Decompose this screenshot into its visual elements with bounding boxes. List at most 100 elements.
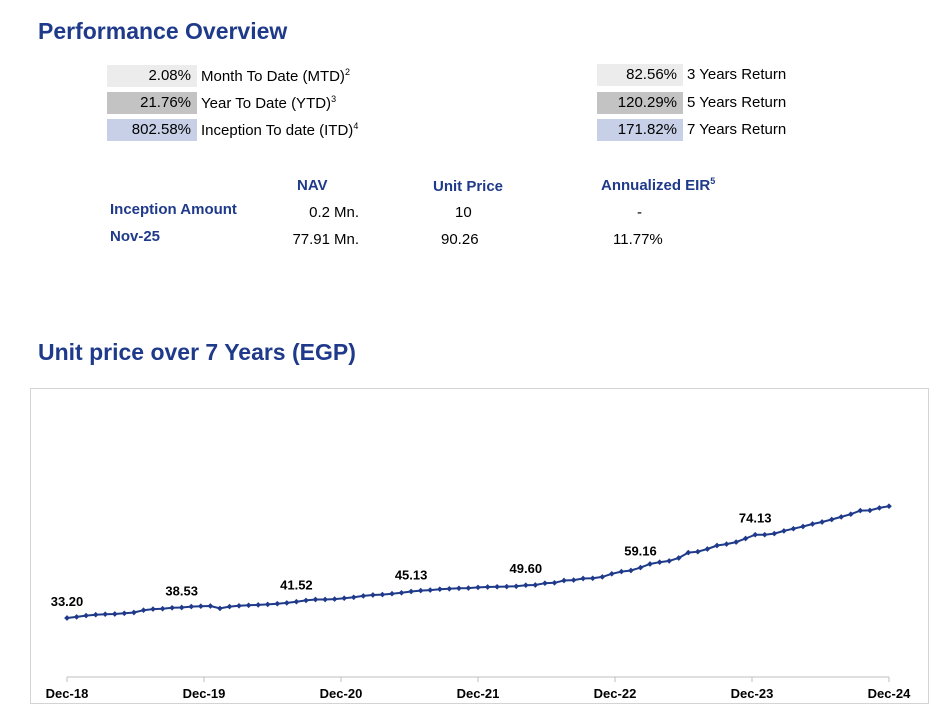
data-point-8 [140,607,147,614]
unit-price-chart-svg: Dec-18 Dec-19 Dec-20 Dec-21 Dec-22 Dec-23 Dec-… [46,503,911,701]
metric-mtd-label: Month To Date (MTD) [201,68,345,85]
metric-7y-label: 7 Years Return [687,121,787,138]
data-point-26 [312,596,319,603]
data-point-40 [446,585,453,592]
data-point-22 [274,600,281,607]
data-point-83 [857,507,864,514]
data-point-85 [876,505,883,511]
row-inception-nav: 0.2 [309,204,330,221]
data-point-84 [867,507,873,514]
data-point-29 [341,595,348,602]
metric-5y-value: 120.29% [597,92,683,114]
header-eir: Annualized EIR5 [601,176,715,194]
row-nov25-price: 90.26 [441,231,479,248]
x-tick-label-1: Dec-19 [183,686,226,701]
data-point-71 [742,535,749,542]
data-point-23 [283,600,290,606]
row-inception-eir: - [637,204,642,221]
metric-ytd-label: Year To Date (YTD) [201,95,332,112]
data-point-46 [503,583,510,590]
data-point-2 [83,612,89,619]
data-label-0: 33.20 [51,594,84,609]
data-point-37 [417,587,424,594]
data-point-48 [522,582,529,589]
metric-mtd-value: 2.08% [107,65,197,87]
data-labels: 33.20 38.53 41.52 45.13 49.60 59.16 74.13 [51,511,772,609]
data-point-16 [217,605,223,612]
metric-ytd-value: 21.76% [107,92,197,114]
data-point-15 [207,603,214,609]
data-point-9 [150,606,156,612]
data-point-80 [828,516,835,523]
data-point-64 [675,555,682,561]
metric-itd-value: 802.58% [107,119,197,141]
data-point-1 [73,614,80,620]
data-point-12 [178,604,185,611]
x-tick-label-4: Dec-22 [594,686,637,701]
unit-price-chart: Dec-18 Dec-19 Dec-20 Dec-21 Dec-22 Dec-23 Dec-… [30,388,929,704]
data-point-65 [685,549,692,556]
data-point-70 [733,539,739,545]
data-point-82 [847,511,854,518]
data-point-59 [628,567,634,574]
data-point-6 [121,610,128,617]
data-point-81 [838,514,845,520]
data-point-31 [360,593,367,599]
data-point-41 [456,585,462,592]
data-point-35 [398,589,405,596]
data-point-19 [245,602,252,609]
data-point-75 [781,528,787,534]
data-point-33 [379,591,386,598]
data-label-1: 38.53 [165,584,198,599]
data-point-73 [761,531,768,538]
data-point-45 [494,583,500,590]
data-point-36 [408,588,414,595]
data-point-7 [131,609,137,616]
data-point-5 [111,611,118,617]
x-tick-label-3: Dec-21 [457,686,500,701]
chart-title: Unit price over 7 Years (EGP) [38,339,356,365]
row-inception-price: 10 [455,204,472,221]
data-point-4 [102,611,109,618]
metric-7y-value: 171.82% [597,119,683,141]
x-tick-label-5: Dec-23 [731,686,774,701]
data-point-18 [236,602,242,609]
x-tick-label-0: Dec-18 [46,686,89,701]
data-point-3 [92,611,99,618]
metric-3y-label: 3 Years Return [687,66,787,83]
header-unit-price: Unit Price [433,178,504,195]
data-point-60 [637,564,644,571]
data-point-14 [197,603,204,610]
data-point-32 [370,592,376,598]
x-axis-ticks: Dec-18 Dec-19 Dec-20 Dec-21 Dec-22 Dec-23 Dec-… [46,677,911,701]
data-point-39 [436,586,443,593]
data-point-10 [159,605,166,612]
data-point-13 [188,603,195,610]
data-point-44 [484,584,491,590]
row-nov25-eir: 11.77% [613,231,663,248]
data-point-61 [647,561,653,567]
data-label-2: 41.52 [280,578,313,593]
unit-price-points [64,503,892,621]
data-label-5: 59.16 [624,544,657,559]
data-point-54 [580,575,586,582]
data-point-0 [64,615,70,621]
data-point-58 [618,568,625,575]
row-nov25-unit: Mn. [334,231,360,248]
metric-3y-value: 82.56% [597,64,683,86]
data-point-62 [656,559,663,566]
data-point-69 [723,541,730,547]
data-point-34 [389,590,395,597]
data-point-52 [561,577,567,584]
data-point-53 [570,577,577,583]
data-point-51 [551,579,558,586]
data-point-38 [427,587,434,593]
metric-itd-footnote: 4 [353,121,359,131]
data-point-56 [599,574,606,580]
data-point-74 [771,530,778,537]
data-point-79 [819,519,825,525]
x-tick-label-2: Dec-20 [320,686,363,701]
data-point-55 [589,575,596,582]
header-nav: NAV [297,177,328,194]
data-point-67 [704,546,711,552]
